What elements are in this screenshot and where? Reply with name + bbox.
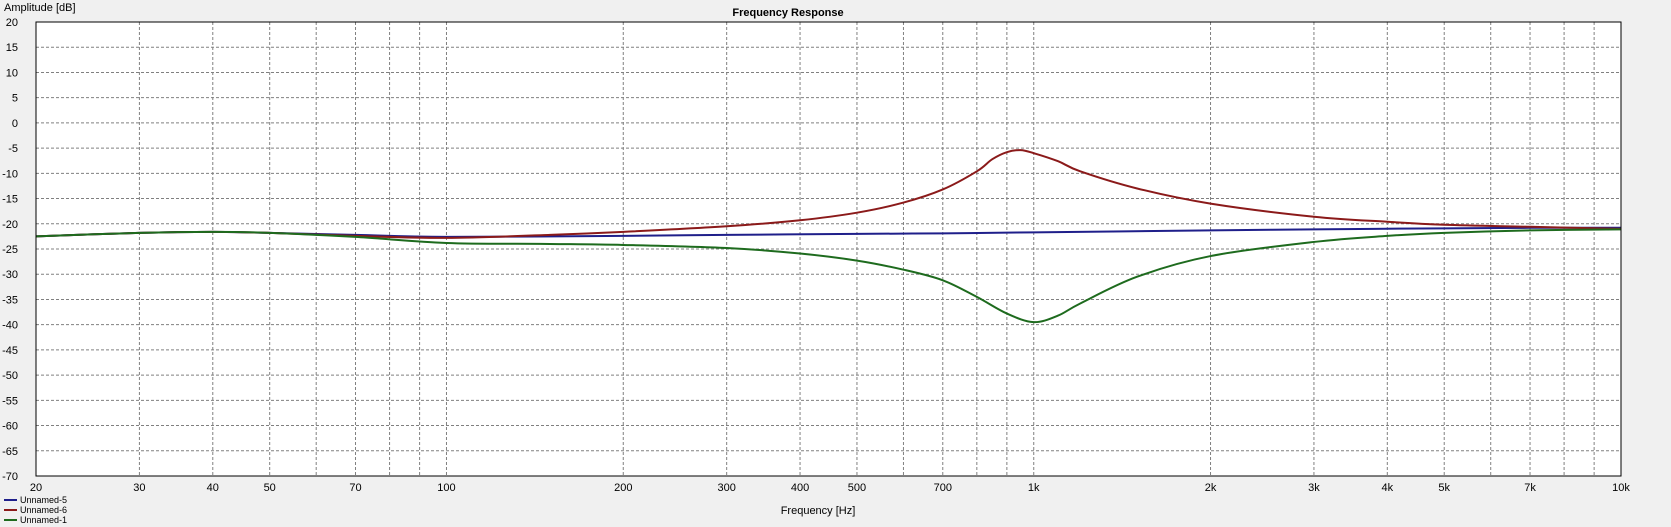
grid-lines	[36, 22, 1621, 476]
plot-frame	[35, 21, 1622, 477]
y-tick-label: -50	[2, 370, 18, 382]
x-tick-label: 70	[349, 482, 361, 494]
y-tick-label: -15	[2, 194, 18, 206]
legend-entry: Unnamed-6	[20, 505, 67, 515]
x-tick-label: 1k	[1028, 482, 1040, 494]
y-tick-label: 10	[6, 67, 18, 79]
chart-title: Frequency Response	[732, 7, 843, 19]
y-tick-label: -10	[2, 168, 18, 180]
y-axis-label: Amplitude [dB]	[4, 2, 76, 14]
x-axis-tick-labels: 20 30 40 50 70 100 200 300 400 500 700 1k 2k 3k 4k 5k 7k…	[30, 482, 1630, 494]
x-tick-label: 200	[614, 482, 632, 494]
series-line-unnamed-6	[35, 149, 1622, 239]
x-tick-label: 700	[934, 482, 952, 494]
y-tick-label: -45	[2, 345, 18, 357]
series-line-unnamed-1	[35, 228, 1622, 324]
x-tick-label: 50	[264, 482, 276, 494]
y-tick-label: -30	[2, 269, 18, 281]
x-tick-label: 100	[437, 482, 455, 494]
y-tick-label: -20	[2, 219, 18, 231]
legend-entry: Unnamed-1	[20, 515, 67, 525]
x-tick-label: 2k	[1205, 482, 1217, 494]
y-tick-label: -60	[2, 421, 18, 433]
y-tick-label: -35	[2, 294, 18, 306]
y-tick-label: -40	[2, 320, 18, 332]
y-tick-label: 5	[12, 93, 18, 105]
x-tick-label: 5k	[1438, 482, 1450, 494]
y-tick-label: -70	[2, 471, 18, 483]
y-axis-tick-labels: 20 15 10 5 0 -5 -10 -15 -20 -25 -30 -35 -40 -45 -50 -55…	[2, 17, 18, 483]
y-tick-label: -5	[8, 143, 18, 155]
x-tick-label: 300	[717, 482, 735, 494]
x-tick-label: 4k	[1381, 482, 1393, 494]
series-lines	[35, 149, 1622, 324]
y-tick-label: -65	[2, 446, 18, 458]
x-tick-label: 20	[30, 482, 42, 494]
y-tick-label: -25	[2, 244, 18, 256]
y-tick-label: 15	[6, 42, 18, 54]
y-tick-label: -55	[2, 395, 18, 407]
x-tick-label: 3k	[1308, 482, 1320, 494]
x-tick-label: 500	[848, 482, 866, 494]
y-tick-label: 20	[6, 17, 18, 29]
x-tick-label: 40	[207, 482, 219, 494]
legend-entry: Unnamed-5	[20, 495, 67, 505]
y-tick-label: 0	[12, 118, 18, 130]
x-tick-label: 400	[791, 482, 809, 494]
x-tick-label: 7k	[1524, 482, 1536, 494]
x-tick-label: 30	[133, 482, 145, 494]
x-tick-label: 10k	[1612, 482, 1630, 494]
x-axis-label: Frequency [Hz]	[781, 505, 856, 517]
